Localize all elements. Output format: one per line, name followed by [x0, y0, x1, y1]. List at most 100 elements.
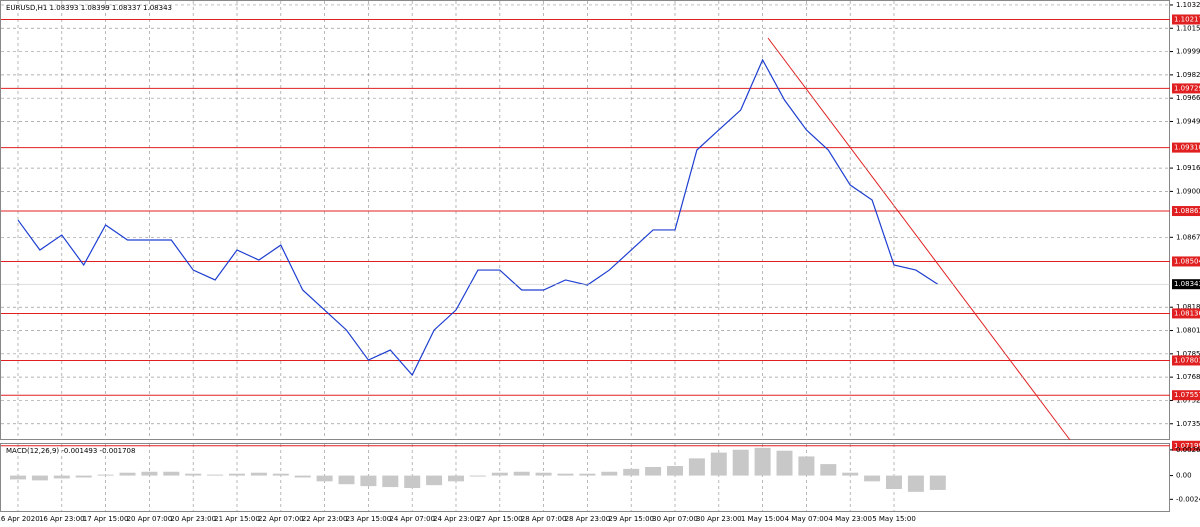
macd-bar	[557, 473, 574, 476]
macd-y-tick-label: 0.002686	[1176, 446, 1200, 454]
y-tick-label: 1.08180	[1176, 303, 1200, 311]
macd-bar	[185, 473, 202, 476]
x-tick-label: 30 Apr 23:00	[696, 515, 742, 523]
y-tick-label: 1.10320	[1176, 1, 1200, 9]
macd-bar	[316, 475, 333, 482]
level-label-box	[1172, 14, 1200, 25]
macd-frame	[0, 443, 1170, 512]
level-label-box	[1172, 308, 1200, 319]
level-label: 1.09310	[1174, 144, 1200, 152]
x-tick-label: 17 Apr 15:00	[83, 515, 129, 523]
macd-bar	[426, 475, 443, 486]
y-tick-label: 1.09990	[1176, 48, 1200, 56]
level-label-box	[1172, 83, 1200, 94]
x-tick-label: 28 Apr 23:00	[565, 515, 611, 523]
x-tick-label: 20 Apr 07:00	[127, 515, 173, 523]
chart-title: EURUSD,H1 1.08393 1.08399 1.08337 1.0834…	[6, 4, 172, 12]
x-tick-label: 21 Apr 15:00	[214, 515, 260, 523]
main-frame	[0, 0, 1170, 440]
macd-bar	[535, 472, 552, 476]
x-tick-label: 5 May 15:00	[872, 515, 916, 523]
macd-bar	[623, 468, 640, 476]
level-label-box	[1172, 390, 1200, 401]
macd-bar	[688, 458, 705, 476]
level-label-box	[1172, 440, 1200, 451]
macd-bar	[404, 475, 421, 489]
macd-title: MACD(12,26,9) -0.001493 -0.001708	[6, 447, 135, 455]
macd-bar	[207, 474, 224, 476]
y-tick-label: 1.07850	[1176, 350, 1200, 358]
y-tick-label: 1.09495	[1176, 117, 1200, 125]
x-tick-label: 16 Apr 23:00	[39, 515, 85, 523]
level-label: 1.07803	[1174, 356, 1200, 364]
level-label: 1.08136	[1174, 309, 1200, 317]
macd-bar	[250, 472, 267, 476]
x-tick-label: 24 Apr 23:00	[433, 515, 479, 523]
macd-bar	[886, 475, 902, 489]
macd-bar	[754, 447, 771, 476]
macd-bar	[907, 475, 924, 492]
y-tick-label: 1.08015	[1176, 327, 1200, 335]
macd-y-tick-label: 0.00	[1176, 472, 1192, 480]
x-tick-label: 16 Apr 2020	[0, 515, 40, 523]
x-tick-label: 23 Apr 15:00	[346, 515, 392, 523]
y-tick-label: 1.09825	[1176, 71, 1200, 79]
macd-bar	[513, 471, 530, 476]
macd-bar	[294, 475, 311, 478]
y-tick-label: 1.09165	[1176, 164, 1200, 172]
macd-bar	[119, 472, 136, 476]
level-label: 1.07557	[1174, 391, 1200, 399]
macd-bar	[491, 472, 508, 476]
macd-bar	[842, 472, 859, 476]
level-label: 1.07199	[1174, 442, 1200, 450]
macd-bar	[141, 471, 158, 476]
last-price-label: 1.08343	[1174, 280, 1200, 288]
x-tick-label: 29 Apr 15:00	[608, 515, 654, 523]
trendline	[767, 37, 1071, 441]
x-tick-label: 28 Apr 07:00	[521, 515, 567, 523]
macd-bar	[75, 475, 92, 478]
macd-bar	[469, 475, 486, 477]
last-price-box	[1172, 279, 1200, 290]
level-label: 1.10217	[1174, 15, 1200, 23]
x-tick-label: 4 May 23:00	[828, 515, 872, 523]
macd-bar	[229, 473, 245, 476]
macd-bar	[272, 473, 289, 476]
macd-bar	[732, 449, 749, 476]
y-tick-label: 1.07685	[1176, 373, 1200, 381]
macd-bar	[820, 464, 837, 476]
level-label-box	[1172, 355, 1200, 366]
x-tick-label: 4 May 07:00	[785, 515, 829, 523]
level-label-box	[1172, 206, 1200, 217]
x-tick-label: 22 Apr 23:00	[302, 515, 348, 523]
x-tick-label: 24 Apr 07:00	[389, 515, 435, 523]
x-tick-label: 1 May 15:00	[741, 515, 785, 523]
level-label: 1.08504	[1174, 257, 1200, 265]
macd-bar	[10, 475, 26, 480]
y-tick-label: 1.10155	[1176, 24, 1200, 32]
macd-bar	[798, 456, 815, 476]
x-tick-label: 22 Apr 07:00	[258, 515, 304, 523]
macd-bar	[338, 475, 355, 485]
macd-bar	[776, 450, 793, 476]
macd-bar	[97, 474, 114, 476]
y-tick-label: 1.07355	[1176, 420, 1200, 428]
y-tick-label: 1.09000	[1176, 187, 1200, 195]
x-tick-label: 30 Apr 07:00	[652, 515, 698, 523]
level-label-box	[1172, 256, 1200, 267]
macd-bar	[382, 475, 399, 488]
macd-bar	[163, 471, 180, 476]
macd-bar	[579, 473, 596, 476]
macd-bar	[864, 475, 881, 482]
price-line	[17, 58, 939, 377]
macd-bar	[929, 475, 946, 490]
y-tick-label: 1.07520	[1176, 396, 1200, 404]
y-tick-label: 1.09660	[1176, 94, 1200, 102]
macd-y-tick-label: -0.00248	[1176, 495, 1200, 503]
macd-bar	[360, 475, 377, 487]
macd-bar	[448, 475, 464, 482]
level-label: 1.09729	[1174, 84, 1200, 92]
y-tick-label: 1.08675	[1176, 233, 1200, 241]
